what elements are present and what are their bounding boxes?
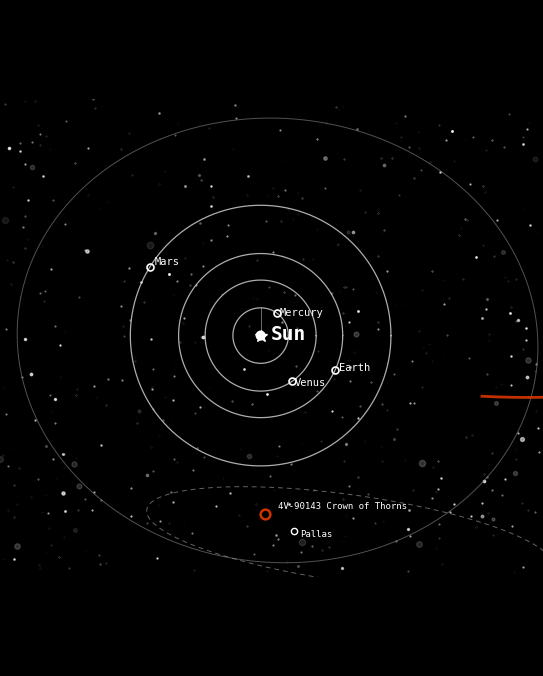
Circle shape: [256, 331, 265, 340]
Text: Pallas: Pallas: [300, 530, 333, 539]
Text: Earth: Earth: [339, 364, 371, 373]
Text: Mars: Mars: [154, 258, 180, 267]
Text: 4V-90143 Crown of Thorns: 4V-90143 Crown of Thorns: [277, 502, 407, 511]
Text: Mercury: Mercury: [280, 308, 323, 318]
Text: Sun: Sun: [270, 325, 306, 344]
Text: Venus: Venus: [294, 378, 326, 388]
